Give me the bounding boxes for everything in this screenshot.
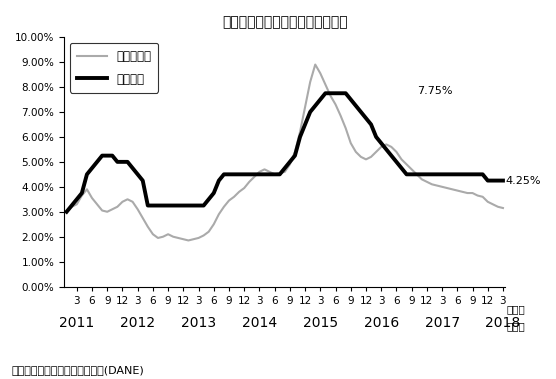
Line: インフレ率: インフレ率 — [67, 64, 503, 240]
インフレ率 — [251, 175, 257, 179]
政策金利 — [246, 172, 252, 177]
インフレ率 — [500, 206, 507, 210]
政策金利 — [190, 203, 197, 208]
インフレ率 — [286, 162, 293, 167]
インフレ率 — [429, 182, 435, 186]
政策金利 — [500, 178, 507, 183]
インフレ率 — [312, 62, 319, 67]
インフレ率 — [195, 236, 202, 240]
政策金利 — [322, 91, 329, 96]
政策金利 — [160, 203, 166, 208]
インフレ率 — [135, 207, 141, 211]
インフレ率 — [160, 235, 166, 239]
Legend: インフレ率, 政策金利: インフレ率, 政策金利 — [70, 43, 158, 92]
Text: 4.25%: 4.25% — [505, 175, 541, 186]
政策金利 — [135, 172, 141, 177]
政策金利 — [281, 166, 288, 171]
インフレ率 — [63, 208, 70, 213]
政策金利 — [63, 210, 70, 214]
Text: （出所）中央銀行、国家統計局(DANE): （出所）中央銀行、国家統計局(DANE) — [11, 365, 144, 375]
Text: 7.75%: 7.75% — [416, 86, 452, 96]
Line: 政策金利: 政策金利 — [67, 93, 503, 212]
Title: 図　政策金利とインフレ率の推移: 図 政策金利とインフレ率の推移 — [222, 15, 348, 29]
インフレ率 — [185, 238, 192, 243]
Text: （月）: （月） — [507, 304, 525, 314]
Text: （年）: （年） — [507, 321, 525, 332]
政策金利 — [424, 172, 430, 177]
